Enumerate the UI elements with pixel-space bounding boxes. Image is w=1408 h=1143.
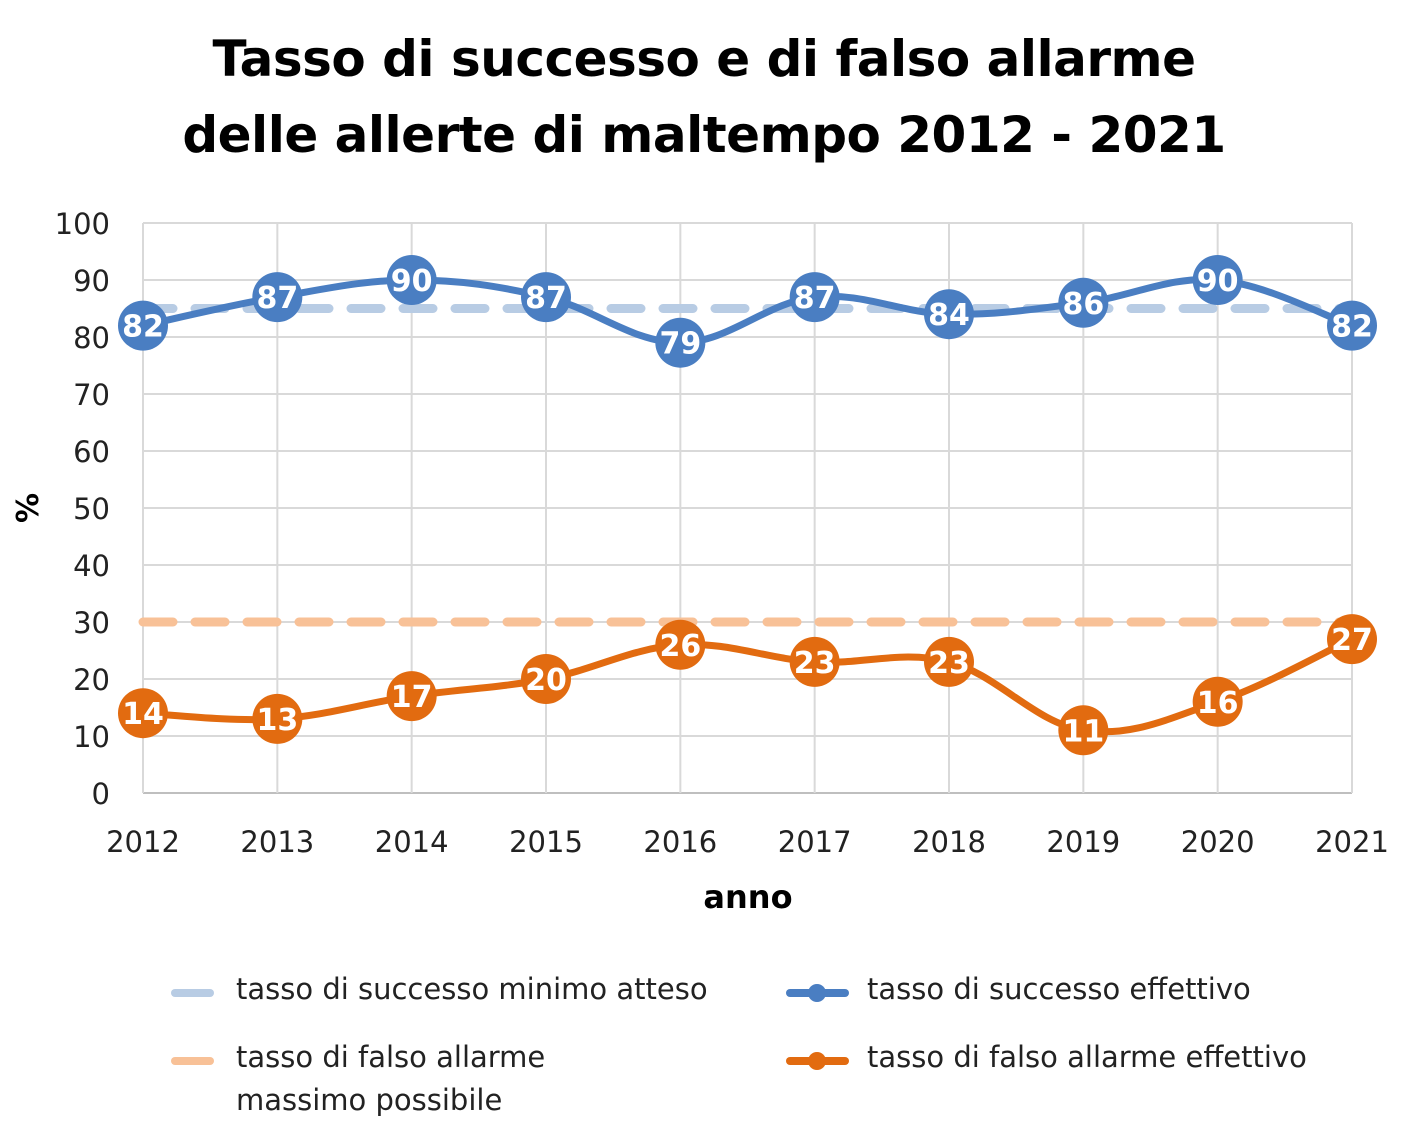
data-label: 90: [1197, 264, 1239, 299]
data-point: [1058, 277, 1109, 328]
data-label: 23: [794, 646, 836, 681]
data-label: 87: [525, 281, 567, 316]
y-tick-label: 10: [73, 720, 110, 754]
data-label: 13: [256, 703, 298, 738]
data-point: [924, 636, 974, 687]
y-axis-ticks: 0 10 20 30 40 50 60 70 80 90 100: [55, 207, 110, 811]
legend-label-max-false-alarm-line-1: tasso di falso allarme: [236, 1040, 546, 1074]
chart-title-line-1: Tasso di successo e di falso allarme: [212, 30, 1196, 88]
series-1: 82 87 90 87 79 87 84 86 90 82: [118, 255, 1377, 368]
x-tick-label: 2014: [375, 825, 449, 859]
y-tick-label: 100: [55, 207, 110, 241]
x-tick-label: 2021: [1315, 825, 1389, 859]
y-tick-label: 40: [73, 549, 110, 583]
data-point: [118, 688, 168, 739]
legend: [171, 984, 849, 1070]
data-point: [1327, 300, 1377, 351]
data-label: 82: [122, 310, 164, 345]
data-label: 87: [794, 281, 836, 316]
data-point: [386, 255, 437, 305]
series-line-3: [142, 635, 1354, 736]
data-label: 79: [659, 327, 701, 362]
y-tick-label: 20: [73, 663, 110, 697]
legend-label-min-success: tasso di successo minimo atteso: [236, 972, 708, 1006]
data-label: 23: [928, 646, 970, 681]
data-label: 17: [391, 680, 433, 715]
legend-label-effective-false-alarm: tasso di falso allarme effettivo: [867, 1040, 1307, 1074]
data-label: 87: [256, 281, 298, 316]
data-point: [1058, 705, 1109, 756]
data-point: [521, 654, 571, 704]
series-line-1: [142, 275, 1354, 347]
data-point: [386, 671, 437, 722]
data-label: 14: [122, 697, 164, 732]
data-point: [789, 636, 840, 687]
x-tick-label: 2018: [912, 825, 986, 859]
data-point: [252, 693, 303, 744]
x-tick-label: 2017: [778, 825, 852, 859]
data-label: 27: [1331, 623, 1373, 658]
data-point: [1327, 614, 1377, 665]
grid-lines: [142, 222, 1353, 794]
legend-label-effective-success: tasso di successo effettivo: [867, 972, 1251, 1006]
y-axis-label: %: [11, 493, 46, 523]
x-tick-label: 2013: [240, 825, 314, 859]
y-tick-label: 90: [73, 264, 110, 298]
y-tick-label: 70: [73, 378, 110, 412]
legend-marker-effective-success: [808, 984, 826, 1002]
data-label: 90: [391, 264, 433, 299]
data-point: [924, 289, 974, 340]
y-tick-label: 30: [73, 606, 110, 640]
data-point: [789, 272, 840, 323]
data-label: 84: [928, 298, 970, 333]
data-point: [1192, 676, 1243, 727]
x-tick-label: 2015: [509, 825, 583, 859]
x-tick-label: 2012: [106, 825, 180, 859]
data-point: [521, 272, 571, 323]
y-tick-label: 60: [73, 435, 110, 469]
y-tick-label: 0: [92, 777, 110, 811]
x-tick-label: 2020: [1181, 825, 1255, 859]
data-label: 16: [1197, 686, 1239, 721]
data-point: [655, 619, 706, 670]
y-tick-label: 80: [73, 321, 110, 355]
x-tick-label: 2019: [1046, 825, 1120, 859]
legend-marker-effective-false-alarm: [808, 1052, 826, 1070]
data-label: 86: [1062, 287, 1104, 322]
series-3: 14 13 17 20 26 23 23 11 16 27: [118, 614, 1377, 756]
data-series: 82 87 90 87 79 87 84 86 90 82 14 13 17 20 26 23 23 11 16 27: [118, 255, 1377, 756]
x-axis-ticks: 2012 2013 2014 2015 2016 2017 2018 2019 2020 2021: [106, 825, 1389, 859]
data-point: [252, 272, 303, 323]
reference-lines: [138, 304, 1357, 627]
data-point: [655, 317, 706, 368]
chart-title-line-2: delle allerte di maltempo 2012 - 2021: [182, 106, 1226, 164]
data-point: [1192, 255, 1243, 305]
y-tick-label: 50: [73, 492, 110, 526]
data-label: 26: [659, 629, 701, 664]
x-axis-label: anno: [703, 878, 792, 916]
data-label: 11: [1062, 714, 1104, 749]
x-tick-label: 2016: [643, 825, 717, 859]
data-label: 82: [1331, 310, 1373, 345]
data-label: 20: [525, 663, 567, 698]
legend-label-max-false-alarm-line-2: massimo possibile: [236, 1083, 503, 1117]
data-point: [118, 300, 168, 351]
